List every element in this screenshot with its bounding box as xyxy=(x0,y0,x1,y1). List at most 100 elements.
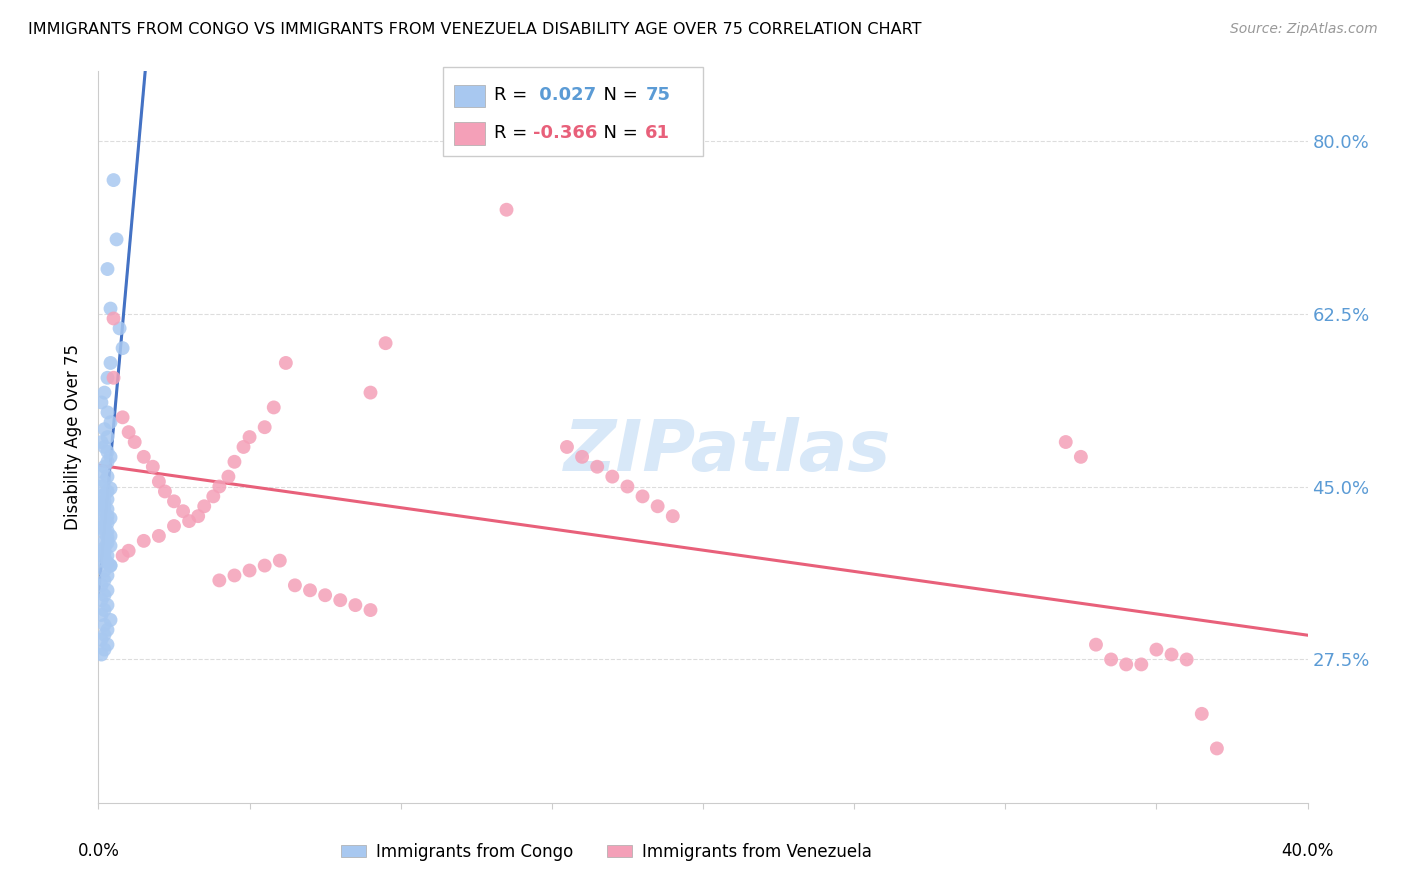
Point xyxy=(96,469,118,483)
Point xyxy=(100,415,122,429)
Text: Source: ZipAtlas.com: Source: ZipAtlas.com xyxy=(1230,22,1378,37)
Point xyxy=(172,504,194,518)
Point xyxy=(100,613,122,627)
Point xyxy=(90,593,112,607)
Point xyxy=(647,500,669,514)
Point xyxy=(96,455,118,469)
Point xyxy=(93,385,115,400)
Point xyxy=(661,509,683,524)
Y-axis label: Disability Age Over 75: Disability Age Over 75 xyxy=(65,344,83,530)
Point xyxy=(93,514,115,528)
Point xyxy=(93,628,115,642)
Point xyxy=(1070,450,1092,464)
Point xyxy=(224,568,246,582)
Point xyxy=(100,301,122,316)
Point xyxy=(269,554,291,568)
Text: R =: R = xyxy=(494,124,533,142)
Point xyxy=(111,341,134,355)
Point xyxy=(132,450,155,464)
Point xyxy=(1099,652,1122,666)
Point xyxy=(360,385,382,400)
Point xyxy=(93,618,115,632)
Point xyxy=(96,405,118,419)
Point xyxy=(179,514,201,528)
Point xyxy=(124,435,146,450)
Point xyxy=(100,482,122,496)
Text: N =: N = xyxy=(592,124,644,142)
Point xyxy=(495,202,517,217)
Point xyxy=(314,588,336,602)
Point xyxy=(90,632,112,647)
Point xyxy=(93,546,115,560)
Point xyxy=(111,410,134,425)
Point xyxy=(100,558,122,573)
Point xyxy=(108,321,131,335)
Text: 0.0%: 0.0% xyxy=(77,842,120,860)
Point xyxy=(93,574,115,588)
Point xyxy=(96,509,118,524)
Text: ZIPatlas: ZIPatlas xyxy=(564,417,891,486)
Point xyxy=(187,509,209,524)
Point xyxy=(274,356,297,370)
Point xyxy=(1115,657,1137,672)
Point xyxy=(111,549,134,563)
Point xyxy=(100,539,122,553)
Point xyxy=(93,564,115,578)
Point xyxy=(90,489,112,503)
Point xyxy=(90,395,112,409)
Point xyxy=(105,232,128,246)
Point xyxy=(96,492,118,507)
Point xyxy=(631,489,654,503)
Point xyxy=(96,568,118,582)
Text: R =: R = xyxy=(494,87,533,104)
Point xyxy=(118,543,141,558)
Point xyxy=(299,583,322,598)
Point xyxy=(96,262,118,277)
Point xyxy=(90,554,112,568)
Point xyxy=(586,459,609,474)
Point xyxy=(1130,657,1153,672)
Point xyxy=(96,583,118,598)
Point xyxy=(148,475,170,489)
Point xyxy=(103,311,125,326)
Point xyxy=(90,507,112,521)
Point xyxy=(96,531,118,545)
Point xyxy=(202,489,225,503)
Point xyxy=(93,642,115,657)
Point xyxy=(90,607,112,622)
Point xyxy=(602,469,624,483)
Point xyxy=(96,445,118,459)
Point xyxy=(1175,652,1198,666)
Point xyxy=(555,440,578,454)
Point xyxy=(90,543,112,558)
Point xyxy=(93,541,115,555)
Point xyxy=(239,564,262,578)
Text: N =: N = xyxy=(592,87,644,104)
Point xyxy=(374,336,396,351)
Point xyxy=(93,550,115,565)
Point xyxy=(93,519,115,533)
Point xyxy=(118,425,141,439)
Point xyxy=(360,603,382,617)
Point xyxy=(90,648,112,662)
Point xyxy=(93,487,115,501)
Point xyxy=(93,459,115,474)
Point xyxy=(96,371,118,385)
Point xyxy=(142,459,165,474)
Point xyxy=(93,440,115,454)
Point xyxy=(90,435,112,450)
Point xyxy=(103,371,125,385)
Point xyxy=(93,588,115,602)
Text: -0.366: -0.366 xyxy=(533,124,598,142)
Point xyxy=(208,574,231,588)
Point xyxy=(208,479,231,493)
Point xyxy=(96,524,118,538)
Point xyxy=(1206,741,1229,756)
Point xyxy=(1085,638,1108,652)
Point xyxy=(163,494,186,508)
Point xyxy=(193,500,215,514)
Point xyxy=(100,356,122,370)
Point xyxy=(96,536,118,550)
Point xyxy=(100,511,122,525)
Point xyxy=(93,603,115,617)
